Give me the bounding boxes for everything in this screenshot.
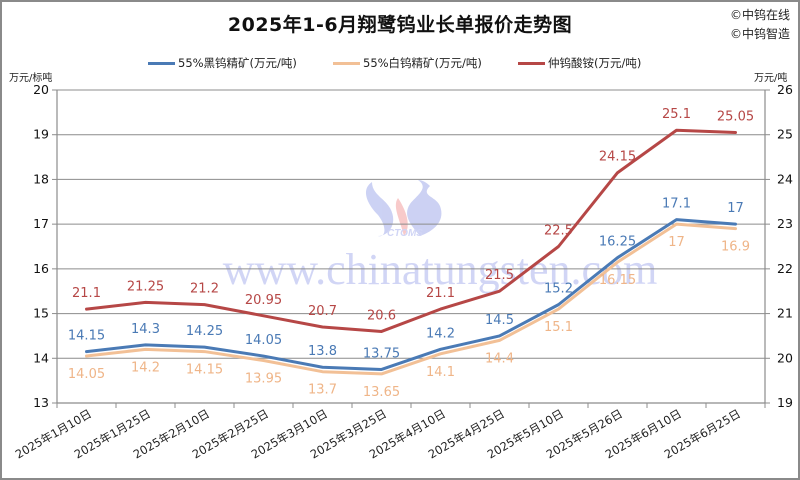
data-label: 21.1 [426,286,455,301]
data-label: 14.4 [485,351,514,366]
data-label: 25.1 [662,107,691,122]
legend-swatch-white-tungsten [333,61,360,65]
data-label: 16.9 [721,240,750,255]
data-label: 14.15 [186,363,223,378]
data-label: 20.6 [367,308,396,323]
data-label: 14.3 [131,322,160,337]
data-label: 21.25 [127,279,164,294]
data-label: 22.5 [544,224,573,239]
svg-text:CTOMS: CTOMS [387,228,423,239]
credits: ©中钨在线 ©中钨智造 [730,6,790,44]
data-label: 15.1 [544,320,573,335]
data-label: 14.05 [245,333,282,348]
y-tick-left: 14 [33,350,49,365]
data-label: 13.75 [363,346,400,361]
y-tick-right: 20 [777,350,793,365]
series-line [85,222,737,376]
y-tick-right: 21 [777,306,793,321]
data-label: 21.1 [72,286,101,301]
data-label: 20.95 [245,293,282,308]
data-label: 16.25 [599,235,636,250]
chart-legend: 55%黑钨精矿(万元/吨) 55%白钨精矿(万元/吨) 仲钨酸铵(万元/吨) [0,55,800,73]
legend-label: 仲钨酸铵(万元/吨) [548,56,642,70]
legend-item-white-tungsten: 55%白钨精矿(万元/吨) [333,55,482,71]
data-label: 14.1 [426,365,455,380]
data-label: 14.2 [131,360,160,375]
legend-swatch-black-tungsten [148,61,175,65]
data-label: 21.2 [190,282,219,297]
data-label: 21.5 [485,268,514,283]
legend-label: 55%白钨精矿(万元/吨) [363,56,482,70]
watermark: CTOMS www.chinatungsten.com [223,180,658,294]
y-tick-left: 13 [33,395,49,410]
data-label: 14.2 [426,326,455,341]
series-line [85,128,737,333]
y-tick-right: 24 [777,171,793,186]
data-labels: 14.15 14.3 14.25 14.05 13.8 13.75 14.2 14.5 15.2… [68,107,754,400]
y-tick-right: 26 [777,82,793,97]
y-tick-right: 19 [777,395,793,410]
legend-swatch-apt [518,61,545,65]
ctoms-logo-icon: CTOMS [365,180,442,239]
data-label: 15.2 [544,282,573,297]
axes: 13 14 15 16 17 18 19 20 19 20 21 22 23 24 25 26 [33,82,793,410]
legend-item-apt: 仲钨酸铵(万元/吨) [518,55,641,71]
y-tick-right: 23 [777,216,793,231]
y-tick-left: 17 [33,216,49,231]
credit-line-2: ©中钨智造 [729,27,790,41]
legend-item-black-tungsten: 55%黑钨精矿(万元/吨) [148,55,297,71]
data-label: 14.15 [68,329,105,344]
data-label: 13.7 [308,383,337,398]
data-label: 17 [668,235,685,250]
watermark-url: www.chinatungsten.com [223,245,658,294]
y-tick-left: 19 [33,127,49,142]
data-label: 13.8 [308,344,337,359]
data-label: 13.95 [245,372,282,387]
series-lines [85,128,737,376]
credit-line-1: ©中钨在线 [729,8,790,22]
data-label: 17 [727,201,744,216]
data-label: 17.1 [662,197,691,212]
y-tick-left: 15 [33,306,49,321]
y-tick-right: 22 [777,261,793,276]
gridlines [57,89,765,359]
series-line [85,218,737,371]
data-label: 16.15 [599,273,636,288]
data-label: 14.25 [186,324,223,339]
legend-label: 55%黑钨精矿(万元/吨) [178,56,297,70]
data-label: 13.65 [363,385,400,400]
right-axis-unit: 万元/吨 [754,73,788,84]
data-label: 14.05 [68,367,105,382]
x-axis-labels: 2025年1月10日2025年1月25日2025年2月10日2025年2月25日… [13,406,743,461]
chart-title: 2025年1-6月翔鹭钨业长单报价走势图 [227,14,573,36]
data-label: 24.15 [599,150,636,165]
left-axis-unit: 万元/标吨 [9,73,53,84]
data-label: 20.7 [308,304,337,319]
y-tick-left: 18 [33,171,49,186]
y-tick-right: 25 [777,127,793,142]
y-tick-left: 20 [33,82,49,97]
data-label: 14.5 [485,313,514,328]
y-tick-left: 16 [33,261,49,276]
data-label: 25.05 [717,109,754,124]
